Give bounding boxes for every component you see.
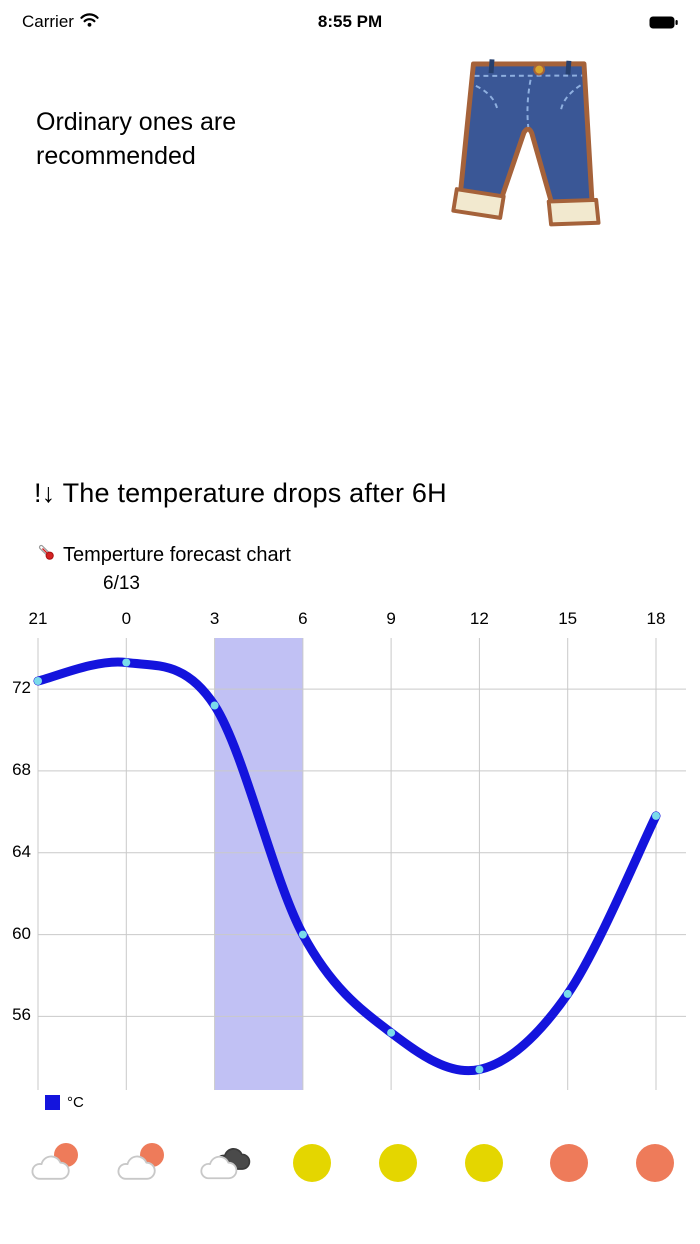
legend-label: °C (67, 1094, 84, 1111)
chart-legend: °C (45, 1094, 84, 1111)
carrier-label: Carrier (22, 12, 74, 31)
weather-sun-icon (627, 1140, 683, 1186)
weather-sun-icon (456, 1140, 512, 1186)
battery-icon (649, 16, 678, 29)
y-axis-label: 60 (12, 924, 31, 943)
status-bar: Carrier 8:55 PM (0, 0, 700, 44)
thermometer-icon (36, 542, 56, 568)
y-axis-label: 56 (12, 1005, 31, 1024)
jeans-illustration (438, 50, 610, 247)
x-axis-label: 9 (386, 609, 396, 628)
x-axis-label: 21 (28, 609, 48, 628)
weather-cloud-sun-icon (113, 1140, 169, 1186)
weather-sun-icon (370, 1140, 426, 1186)
temperature-chart-svg (33, 638, 686, 1090)
x-axis-label: 0 (121, 609, 132, 628)
temperature-drop-heading: !↓ The temperature drops after 6H (34, 478, 447, 508)
y-axis-label: 68 (12, 760, 31, 779)
legend-swatch (45, 1095, 60, 1110)
wifi-icon (80, 12, 99, 32)
y-axis-label: 64 (12, 842, 31, 861)
weather-clouds-icon (198, 1140, 254, 1186)
x-axis-label: 15 (558, 609, 578, 628)
weather-cloud-sun-icon (27, 1140, 83, 1186)
y-axis-label: 72 (12, 678, 31, 697)
chart-date-label: 6/13 (103, 573, 140, 594)
x-axis-label: 18 (646, 609, 666, 628)
weather-icons-row (27, 1140, 683, 1186)
clothing-recommendation-text: Ordinary ones are recommended (36, 108, 237, 170)
x-axis-label: 6 (298, 609, 308, 628)
x-axis-labels: 21 0 3 6 9 12 15 18 (0, 609, 700, 631)
x-axis-label: 12 (469, 609, 489, 628)
chart-title-label: Temperture forecast chart (63, 543, 291, 566)
clock: 8:55 PM (317, 12, 383, 31)
weather-sun-icon (284, 1140, 340, 1186)
weather-sun-icon (541, 1140, 597, 1186)
x-axis-label: 3 (209, 609, 220, 628)
chart-title: Temperture forecast chart (36, 542, 291, 568)
